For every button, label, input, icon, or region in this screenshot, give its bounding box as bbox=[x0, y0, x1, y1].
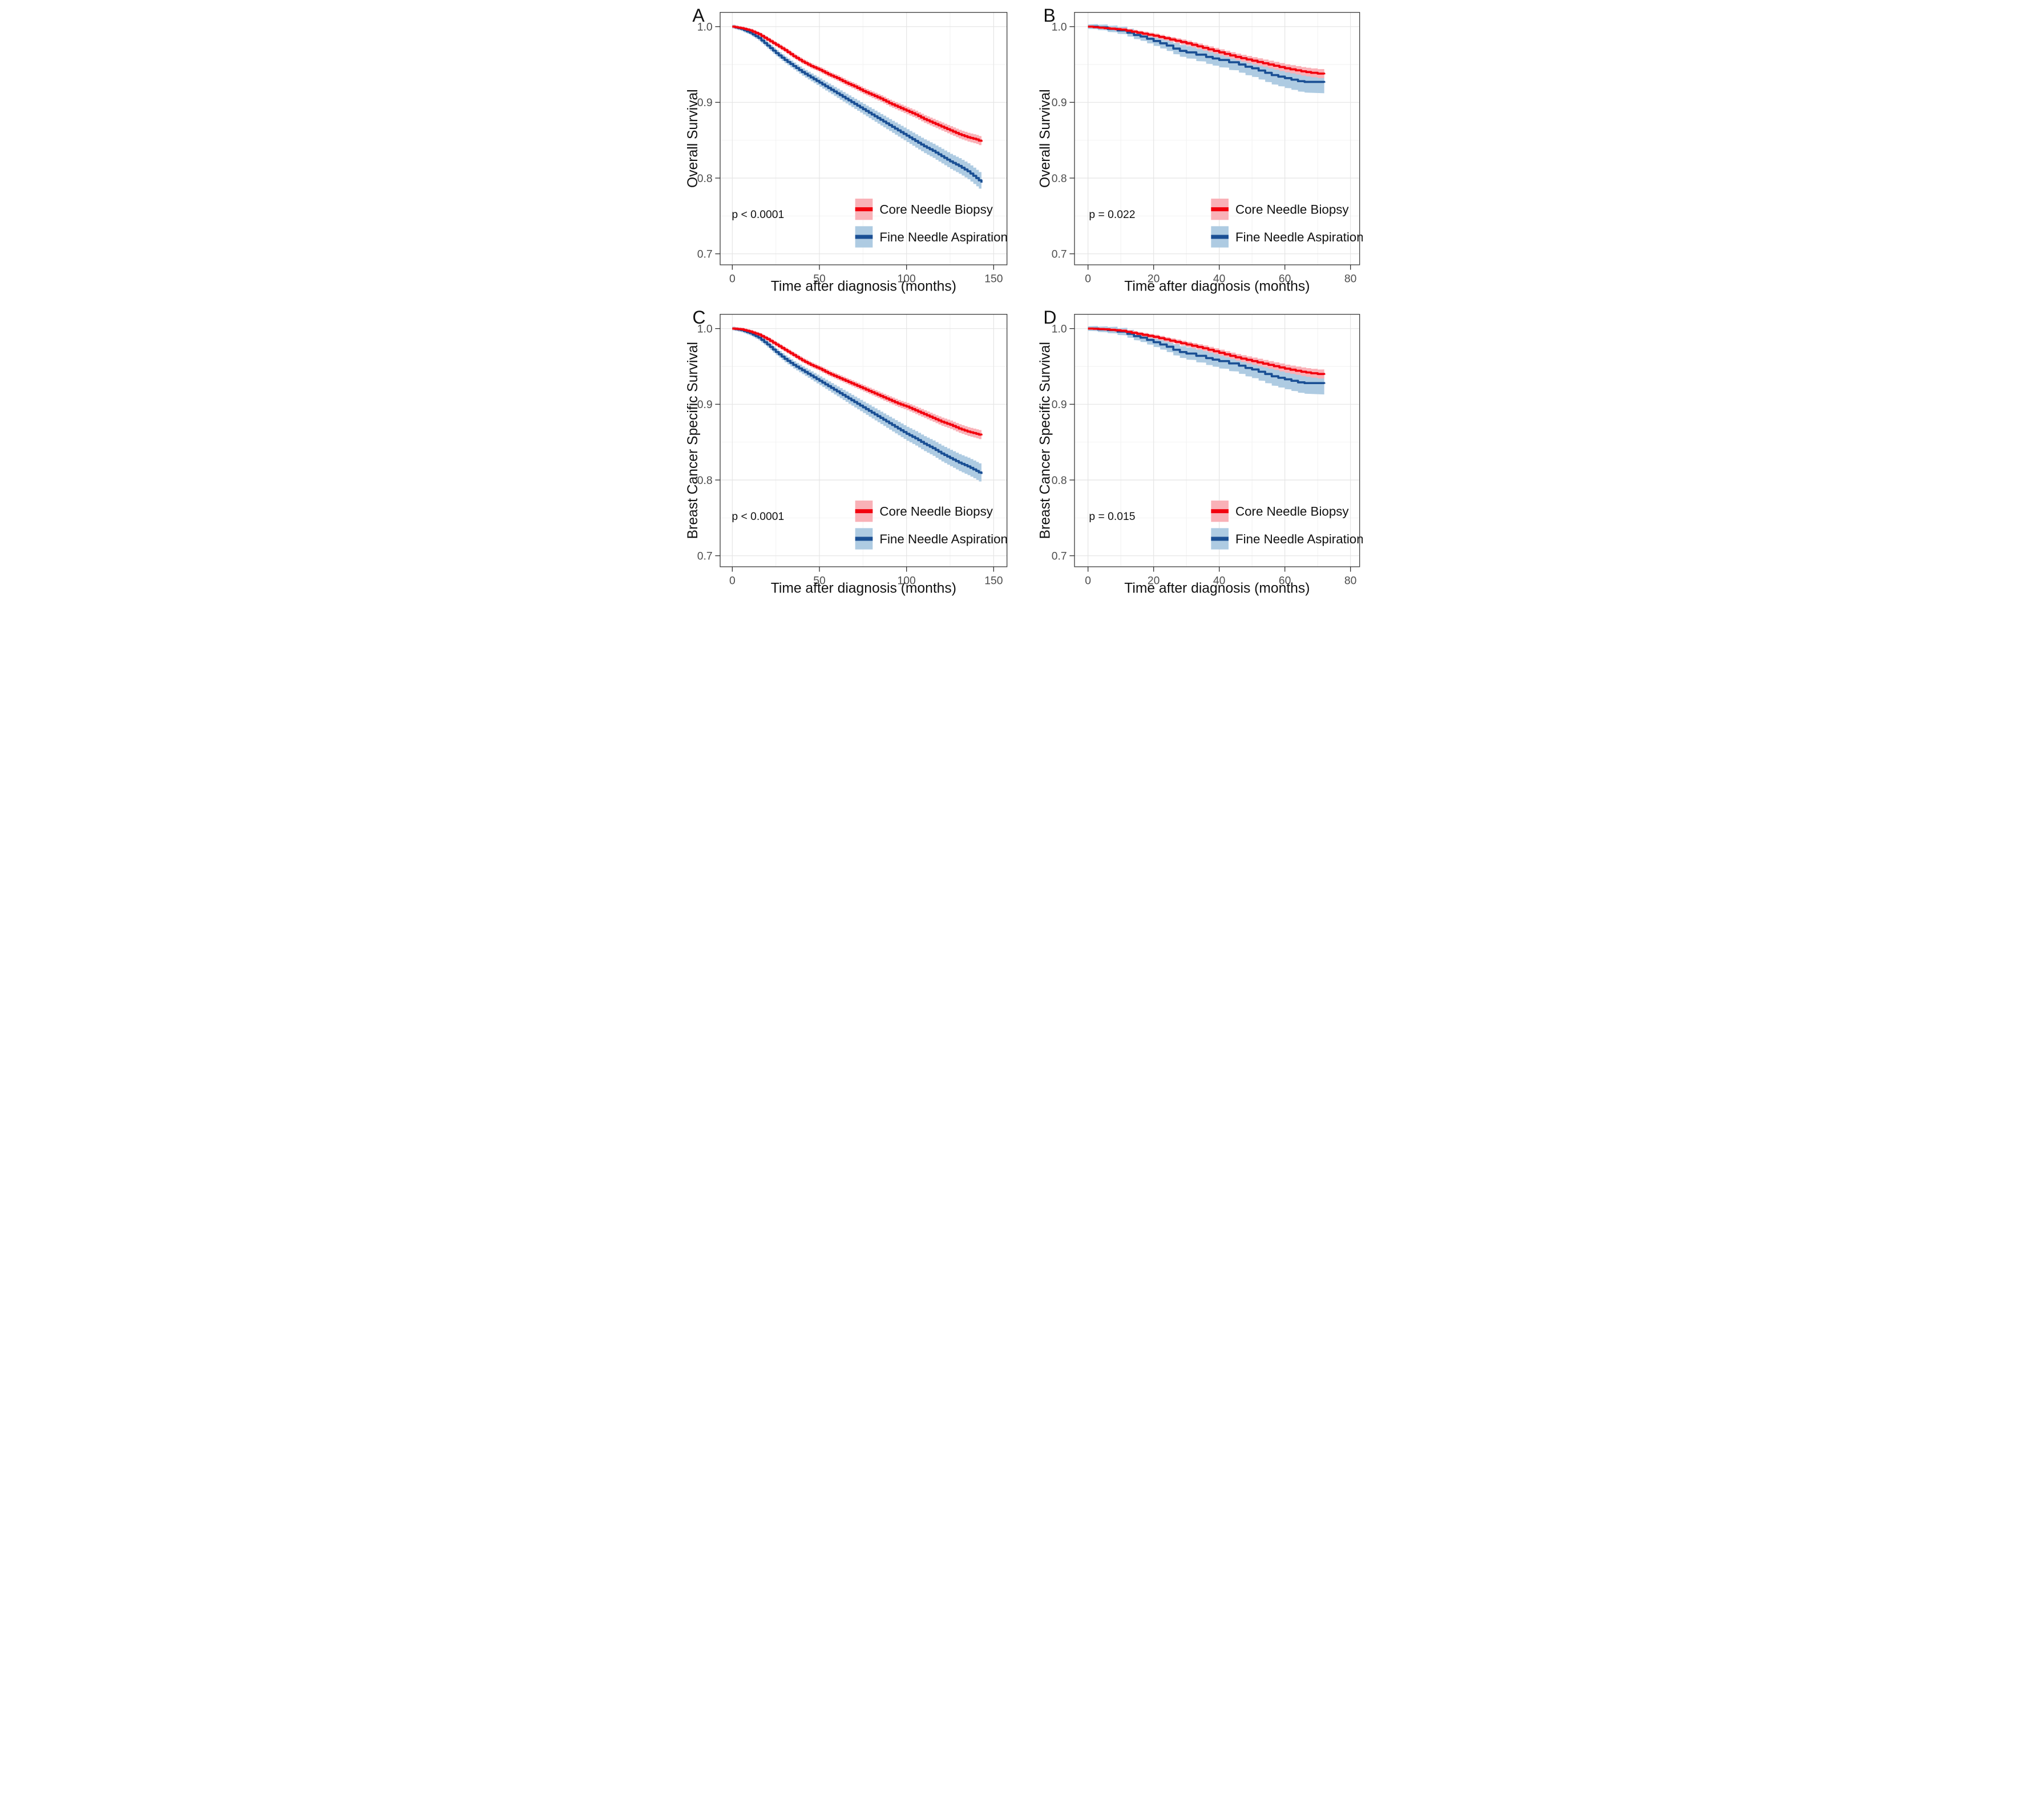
x-tick-label: 0 bbox=[729, 575, 736, 587]
panel-letter: D bbox=[1043, 307, 1056, 328]
y-tick-label: 0.8 bbox=[1052, 173, 1067, 185]
legend-label: Fine Needle Aspiration bbox=[879, 230, 1008, 244]
y-tick-label: 0.8 bbox=[697, 173, 713, 185]
plot-border bbox=[720, 313, 1008, 567]
p-value-label: p = 0.022 bbox=[1089, 209, 1135, 221]
x-tick-label: 40 bbox=[1213, 575, 1226, 587]
plot-background bbox=[720, 314, 1007, 567]
panel-letter: A bbox=[692, 5, 705, 26]
x-tick-label: 50 bbox=[813, 273, 826, 285]
y-tick-label: 0.7 bbox=[1052, 248, 1067, 260]
x-axis-title: Time after diagnosis (months) bbox=[1124, 279, 1310, 294]
y-tick-label: 0.8 bbox=[1052, 474, 1067, 486]
y-axis-title: Breast Cancer Specific Survival bbox=[685, 342, 701, 539]
x-tick-label: 50 bbox=[813, 575, 826, 587]
x-tick-label: 150 bbox=[984, 273, 1003, 285]
x-tick-label: 100 bbox=[898, 575, 916, 587]
plot-border bbox=[1074, 11, 1360, 265]
y-tick-label: 0.9 bbox=[697, 97, 713, 109]
legend-label: Core Needle Biopsy bbox=[1235, 202, 1349, 216]
km-curve-red bbox=[1088, 327, 1326, 375]
legend-label: Core Needle Biopsy bbox=[879, 504, 993, 518]
panel-D: 0 20 40 60 80 1.0 0.9 0.8 0.7 Time after diagnosi… bbox=[1022, 302, 1363, 604]
km-curve-blue bbox=[1088, 327, 1326, 384]
km-curve-blue bbox=[732, 25, 983, 183]
km-plot-overall-survival-short: 0 20 40 60 80 1.0 0.9 0.8 0.7 Time after diagnosi… bbox=[1038, 5, 1363, 294]
y-axis-title: Overall Survival bbox=[1038, 89, 1053, 188]
x-tick-label: 40 bbox=[1213, 273, 1226, 285]
y-tick-label: 0.7 bbox=[697, 550, 713, 562]
x-tick-label: 0 bbox=[1085, 575, 1091, 587]
km-plot-overall-survival-long: 0 50 100 150 1.0 0.9 0.8 0.7 Time after diagnosi… bbox=[685, 5, 1008, 294]
legend-label: Fine Needle Aspiration bbox=[1235, 230, 1363, 244]
km-plot-bcss-short: 0 20 40 60 80 1.0 0.9 0.8 0.7 Time after diagnosi… bbox=[1038, 307, 1363, 596]
panel-letter: B bbox=[1043, 5, 1055, 26]
y-tick-label: 0.7 bbox=[697, 248, 713, 260]
p-value-label: p < 0.0001 bbox=[732, 209, 784, 221]
x-tick-label: 60 bbox=[1279, 575, 1291, 587]
y-tick-label: 1.0 bbox=[1052, 21, 1067, 33]
y-tick-label: 0.9 bbox=[697, 399, 713, 411]
x-axis-title: Time after diagnosis (months) bbox=[771, 279, 956, 294]
km-curve-red bbox=[732, 327, 983, 435]
plot-background bbox=[720, 12, 1007, 265]
ci-band-red bbox=[1088, 327, 1324, 380]
km-curve-blue bbox=[732, 327, 983, 474]
ci-band-red bbox=[1088, 25, 1324, 79]
y-axis-title: Overall Survival bbox=[685, 89, 701, 188]
km-curve-blue bbox=[1088, 25, 1326, 83]
x-tick-label: 60 bbox=[1279, 273, 1291, 285]
km-curve-red bbox=[732, 25, 983, 142]
y-tick-label: 0.8 bbox=[697, 474, 713, 486]
x-tick-label: 100 bbox=[898, 273, 916, 285]
km-curve-red bbox=[1088, 25, 1326, 75]
legend-label: Fine Needle Aspiration bbox=[879, 531, 1008, 546]
panel-A: 0 50 100 150 1.0 0.9 0.8 0.7 Time after diagnosi… bbox=[681, 0, 1022, 302]
y-tick-label: 0.9 bbox=[1052, 97, 1067, 109]
km-survival-figure: 0 50 100 150 1.0 0.9 0.8 0.7 Time after diagnosi… bbox=[681, 0, 1363, 604]
y-tick-label: 1.0 bbox=[697, 323, 713, 335]
y-tick-label: 0.9 bbox=[1052, 399, 1067, 411]
plot-border bbox=[720, 11, 1008, 265]
x-axis-title: Time after diagnosis (months) bbox=[1124, 580, 1310, 596]
legend-label: Fine Needle Aspiration bbox=[1235, 531, 1363, 546]
panel-C: 0 50 100 150 1.0 0.9 0.8 0.7 Time after diagnosi… bbox=[681, 302, 1022, 604]
x-tick-label: 150 bbox=[984, 575, 1003, 587]
y-tick-label: 0.7 bbox=[1052, 550, 1067, 562]
p-value-label: p = 0.015 bbox=[1089, 511, 1135, 523]
x-tick-label: 0 bbox=[729, 273, 736, 285]
p-value-label: p < 0.0001 bbox=[732, 511, 784, 523]
plot-border bbox=[1074, 313, 1360, 567]
x-axis-title: Time after diagnosis (months) bbox=[771, 580, 956, 596]
km-plot-bcss-long: 0 50 100 150 1.0 0.9 0.8 0.7 Time after diagnosi… bbox=[685, 307, 1008, 596]
legend-label: Core Needle Biopsy bbox=[1235, 504, 1349, 518]
x-tick-label: 20 bbox=[1148, 273, 1160, 285]
y-axis-title: Breast Cancer Specific Survival bbox=[1038, 342, 1053, 539]
panel-letter: C bbox=[692, 307, 705, 328]
y-tick-label: 1.0 bbox=[697, 21, 713, 33]
panel-B: 0 20 40 60 80 1.0 0.9 0.8 0.7 Time after diagnosi… bbox=[1022, 0, 1363, 302]
x-tick-label: 80 bbox=[1344, 273, 1357, 285]
x-tick-label: 20 bbox=[1148, 575, 1160, 587]
x-tick-label: 0 bbox=[1085, 273, 1091, 285]
x-tick-label: 80 bbox=[1344, 575, 1357, 587]
legend-label: Core Needle Biopsy bbox=[879, 202, 993, 216]
y-tick-label: 1.0 bbox=[1052, 323, 1067, 335]
